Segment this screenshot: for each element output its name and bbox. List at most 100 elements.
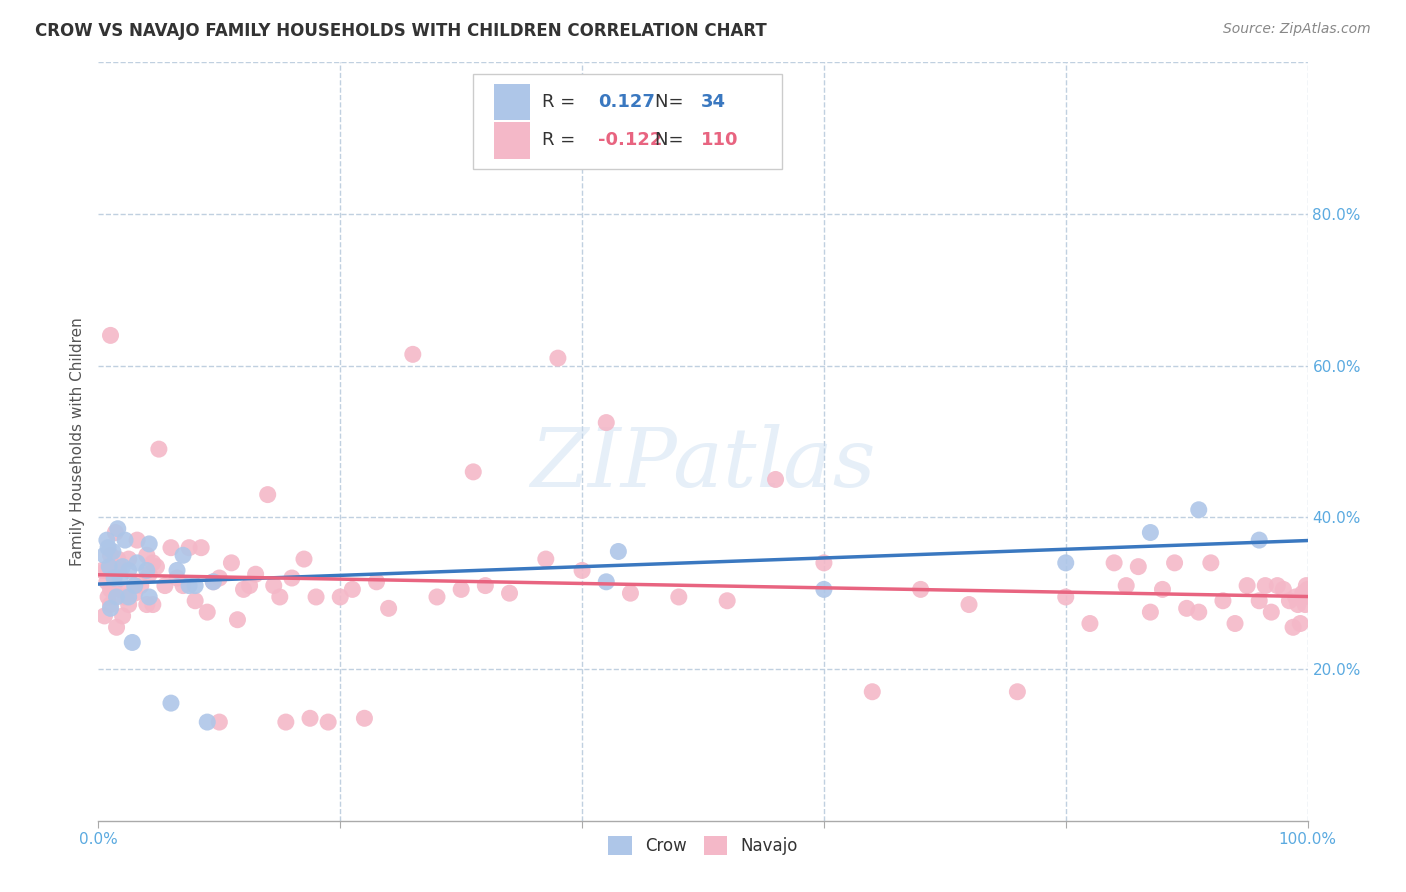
Point [366, 574, 388, 589]
Point [138, 567, 160, 582]
Point [114, 590, 136, 604]
Point [1078, 616, 1101, 631]
Point [135, 548, 157, 563]
Point [96, 533, 118, 548]
Point [124, 586, 146, 600]
Point [716, 594, 738, 608]
Point [160, 696, 183, 710]
Point [118, 564, 141, 578]
Point [1284, 590, 1306, 604]
Point [108, 582, 131, 597]
Point [108, 564, 131, 578]
Point [1102, 556, 1125, 570]
Point [111, 559, 134, 574]
Point [135, 598, 157, 612]
Point [221, 556, 243, 570]
Text: Source: ZipAtlas.com: Source: ZipAtlas.com [1223, 22, 1371, 37]
Point [910, 582, 932, 597]
FancyBboxPatch shape [494, 84, 530, 120]
Point [202, 574, 225, 589]
Point [93, 608, 115, 623]
Point [1296, 582, 1319, 597]
Point [1249, 533, 1271, 548]
Point [1199, 556, 1222, 570]
Point [195, 715, 218, 730]
Point [274, 715, 297, 730]
Point [1286, 598, 1309, 612]
Point [957, 598, 980, 612]
Point [179, 541, 201, 555]
Point [101, 559, 124, 574]
Point [498, 586, 520, 600]
Point [145, 559, 167, 574]
Point [100, 601, 122, 615]
Point [1175, 601, 1198, 615]
Point [1152, 582, 1174, 597]
Point [1188, 605, 1211, 619]
Point [118, 598, 141, 612]
Point [305, 590, 328, 604]
Point [619, 586, 641, 600]
Text: ZIPatlas: ZIPatlas [530, 425, 876, 504]
Point [184, 579, 207, 593]
Point [98, 559, 121, 574]
Point [463, 465, 485, 479]
Point [316, 715, 339, 730]
Point [100, 582, 122, 597]
Point [571, 564, 593, 578]
Text: -0.122: -0.122 [598, 131, 662, 149]
Point [101, 544, 124, 558]
Point [595, 416, 617, 430]
Point [124, 579, 146, 593]
Point [342, 582, 364, 597]
Text: CROW VS NAVAJO FAMILY HOUSEHOLDS WITH CHILDREN CORRELATION CHART: CROW VS NAVAJO FAMILY HOUSEHOLDS WITH CH… [35, 22, 766, 40]
Point [353, 711, 375, 725]
Point [269, 590, 291, 604]
Point [256, 487, 278, 501]
Point [208, 571, 231, 585]
Point [142, 598, 165, 612]
Point [329, 590, 352, 604]
Point [1212, 594, 1234, 608]
Point [426, 590, 449, 604]
Point [129, 579, 152, 593]
Point [103, 571, 125, 585]
Point [813, 556, 835, 570]
Point [96, 574, 118, 589]
Point [184, 594, 207, 608]
Point [100, 328, 122, 343]
Point [595, 574, 617, 589]
Point [1007, 685, 1029, 699]
Point [377, 601, 399, 615]
Point [860, 685, 883, 699]
Point [114, 533, 136, 548]
Legend: Crow, Navajo: Crow, Navajo [602, 829, 804, 862]
Point [107, 522, 129, 536]
Point [474, 579, 496, 593]
Point [1188, 503, 1211, 517]
Point [103, 579, 125, 593]
Point [1115, 579, 1137, 593]
Text: N=: N= [655, 131, 689, 149]
Point [668, 590, 690, 604]
Point [1223, 616, 1246, 631]
Point [172, 579, 194, 593]
Point [195, 605, 218, 619]
Point [1292, 590, 1315, 604]
Point [160, 541, 183, 555]
Point [534, 552, 557, 566]
Point [94, 564, 117, 578]
Point [232, 582, 254, 597]
Point [105, 590, 128, 604]
Point [607, 544, 630, 558]
Point [118, 590, 141, 604]
Point [121, 635, 143, 649]
Point [100, 598, 122, 612]
Point [166, 571, 188, 585]
Point [1289, 616, 1312, 631]
FancyBboxPatch shape [494, 122, 530, 159]
Text: R =: R = [543, 93, 581, 111]
Point [172, 548, 194, 563]
Point [166, 564, 188, 578]
Point [1294, 598, 1316, 612]
